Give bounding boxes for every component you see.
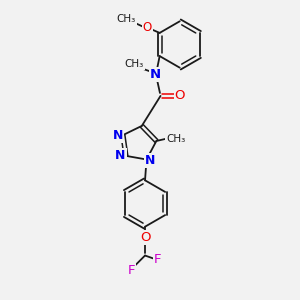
Text: N: N [145,154,155,167]
Text: O: O [175,89,185,102]
Text: N: N [115,149,126,162]
Text: N: N [150,68,161,81]
Text: CH₃: CH₃ [117,14,136,24]
Text: CH₃: CH₃ [125,59,144,69]
Text: N: N [112,129,123,142]
Text: F: F [154,254,162,266]
Text: CH₃: CH₃ [166,134,185,144]
Text: O: O [142,21,152,34]
Text: O: O [140,231,150,244]
Text: F: F [127,265,135,278]
